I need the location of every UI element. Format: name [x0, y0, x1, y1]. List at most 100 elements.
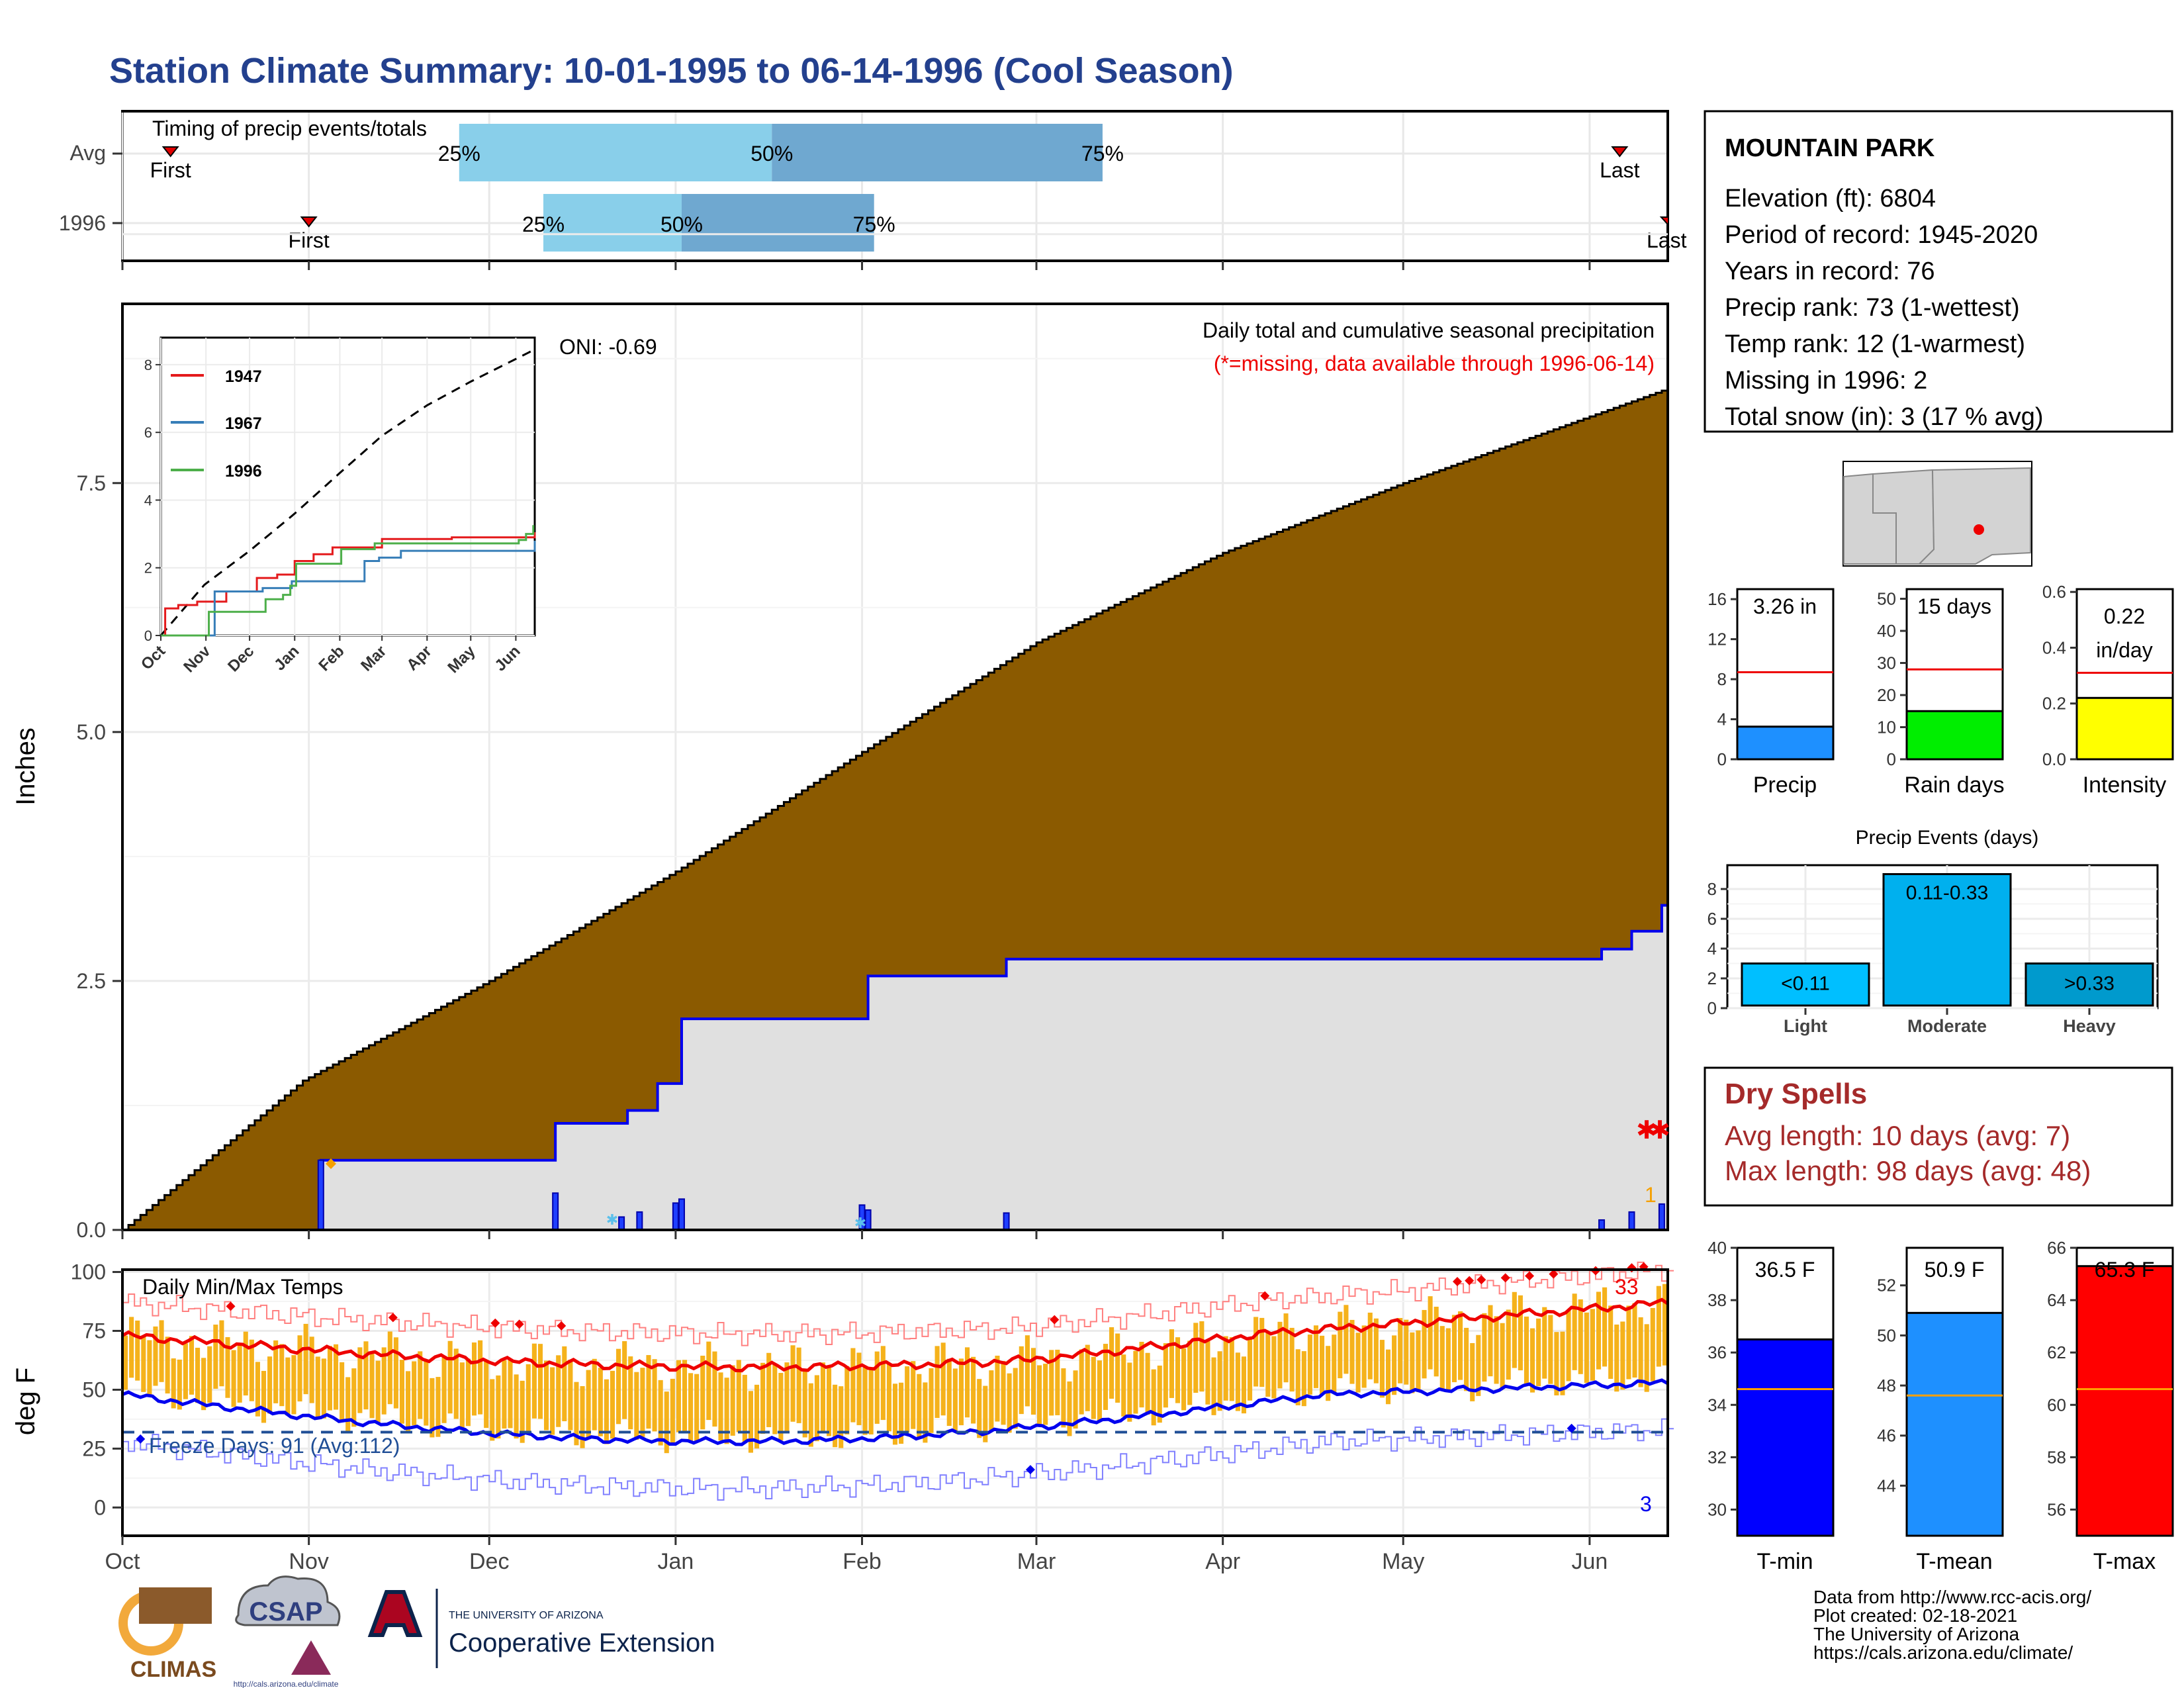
daily-temp-bar [1632, 1303, 1637, 1378]
daily-temp-bar [1385, 1349, 1391, 1405]
csap-mountain-icon [291, 1640, 331, 1675]
daily-temp-bar [580, 1385, 585, 1448]
station-line-missing: Missing in 1996: 2 [1725, 367, 1927, 395]
mini-bar-value [1736, 726, 1835, 761]
map-state-new-mexico [1917, 467, 2031, 565]
daily-temp-bar [177, 1359, 182, 1410]
avg-min-line [122, 1378, 1669, 1446]
temp-bar-tick-label: 34 [1707, 1395, 1727, 1415]
station-line-precip-rank: Precip rank: 73 (1-wettest) [1725, 294, 2020, 322]
inset-y-tick-label: 2 [144, 560, 152, 577]
daily-temp-bar [1133, 1350, 1138, 1414]
daily-temp-bar [844, 1366, 850, 1434]
daily-temp-bar [1019, 1346, 1024, 1415]
temp-y-tick-label: 50 [82, 1378, 106, 1401]
cumulative-1996-precip-line [122, 904, 1668, 1231]
daily-temp-bar [802, 1369, 807, 1438]
daily-temp-bar [1500, 1323, 1505, 1389]
station-line-snow: Total snow (in): 3 (17 % avg) [1725, 403, 2044, 431]
daily-temp-bar [1115, 1333, 1120, 1403]
legend-label-1967: 1967 [225, 414, 262, 433]
record-low-marker [1567, 1423, 1576, 1433]
daily-temp-bar [123, 1335, 128, 1390]
csap-logo: CSAP http://cals.arizona.edu/climate [234, 1575, 341, 1688]
daily-temp-bar [363, 1341, 369, 1410]
daily-temp-bar [850, 1348, 856, 1423]
daily-temp-bar [670, 1378, 675, 1445]
daily-temp-bar [237, 1342, 242, 1403]
inset-frame [159, 336, 536, 637]
daily-temp-bar [929, 1368, 934, 1433]
daily-temp-bar [1277, 1321, 1283, 1389]
temp-bar-label: T-min [1757, 1549, 1813, 1574]
daily-temp-bar [165, 1336, 170, 1394]
daily-temp-bar [1524, 1316, 1529, 1385]
daily-temp-bar [1187, 1340, 1193, 1405]
daily-temp-bar [592, 1358, 597, 1430]
daily-temp-bar [502, 1360, 507, 1429]
daily-temp-bar [525, 1364, 531, 1432]
daily-temp-bar [537, 1344, 543, 1419]
daily-temp-bar [1067, 1381, 1072, 1436]
daily-precip-bar [618, 1216, 625, 1231]
daily-temp-bar [688, 1373, 694, 1441]
daily-temp-bar [616, 1348, 621, 1425]
daily-temp-bar [574, 1382, 579, 1446]
temp-x-tick-label: Jan [657, 1549, 694, 1574]
daily-temp-bar [754, 1384, 760, 1449]
ua-small-text: THE UNIVERSITY OF ARIZONA [449, 1610, 604, 1621]
daily-temp-bar [1379, 1340, 1385, 1398]
daily-temp-bar [1488, 1305, 1493, 1377]
daily-temp-bar [604, 1379, 609, 1444]
daily-temp-bar [1085, 1344, 1090, 1411]
daily-temp-bar [1361, 1325, 1367, 1388]
daily-temp-bar [911, 1361, 916, 1429]
daily-temp-bar [820, 1362, 826, 1433]
ua-a-icon [367, 1590, 423, 1637]
csap-url: http://cals.arizona.edu/climate [234, 1679, 339, 1688]
daily-temp-bar [261, 1370, 267, 1423]
footer: CLIMAS CSAP http://cals.arizona.edu/clim… [118, 1575, 2091, 1688]
daily-temp-bar [1596, 1291, 1602, 1370]
freeze-days-label: Freeze Days: 91 (Avg:112) [149, 1434, 400, 1458]
dry-title: Dry Spells [1725, 1078, 1867, 1110]
temp-bar-tick-label: 32 [1707, 1447, 1727, 1467]
daily-temp-bar [700, 1355, 705, 1430]
daily-temp-bar [1470, 1342, 1475, 1401]
events-y-tick-label: 4 [1707, 939, 1717, 959]
daily-temp-bar [243, 1331, 248, 1396]
daily-temp-bar [694, 1374, 700, 1442]
precip-y-tick-label: 2.5 [77, 969, 106, 993]
daily-temp-bar [333, 1344, 339, 1410]
daily-temp-bar [658, 1380, 663, 1446]
temp-heading: Daily Min/Max Temps [142, 1275, 343, 1299]
daily-temp-bar [1301, 1351, 1306, 1407]
mini-bar-tick-label: 30 [1877, 653, 1896, 673]
daily-temp-bar [1608, 1305, 1614, 1379]
timing-1996-p25: 25% [522, 212, 565, 236]
daily-temp-bar [1620, 1321, 1625, 1390]
daily-temp-bar [1404, 1319, 1409, 1385]
record-high-marker [388, 1313, 398, 1323]
event-bar-label: Light [1784, 1016, 1827, 1036]
mini-bar-tick-label: 16 [1707, 589, 1727, 609]
daily-temp-bar [351, 1368, 357, 1427]
temp-bar-value-text: 65.3 F [2095, 1258, 2155, 1282]
daily-temp-bar [1518, 1295, 1523, 1371]
temp-y-label: deg F [11, 1368, 40, 1435]
daily-temp-bar [1614, 1324, 1619, 1392]
daily-temp-bar [399, 1360, 405, 1424]
daily-temp-bar [1584, 1312, 1589, 1383]
event-bar-text: 0.11-0.33 [1906, 882, 1989, 904]
daily-temp-bar [279, 1344, 285, 1407]
temp-y-tick-label: 0 [94, 1495, 106, 1519]
daily-temp-bar [1103, 1344, 1109, 1410]
daily-temp-bar [989, 1370, 994, 1432]
daily-temp-bar [808, 1383, 813, 1447]
temp-bar-value-text: 50.9 F [1925, 1258, 1985, 1282]
oni-label: ONI: -0.69 [559, 335, 657, 359]
temp-bar-tick-label: 30 [1707, 1499, 1727, 1519]
daily-temp-bar [543, 1360, 549, 1430]
cumulative-1996-precip-area [122, 905, 1668, 1230]
temp-bar-tick-label: 56 [2047, 1499, 2066, 1519]
